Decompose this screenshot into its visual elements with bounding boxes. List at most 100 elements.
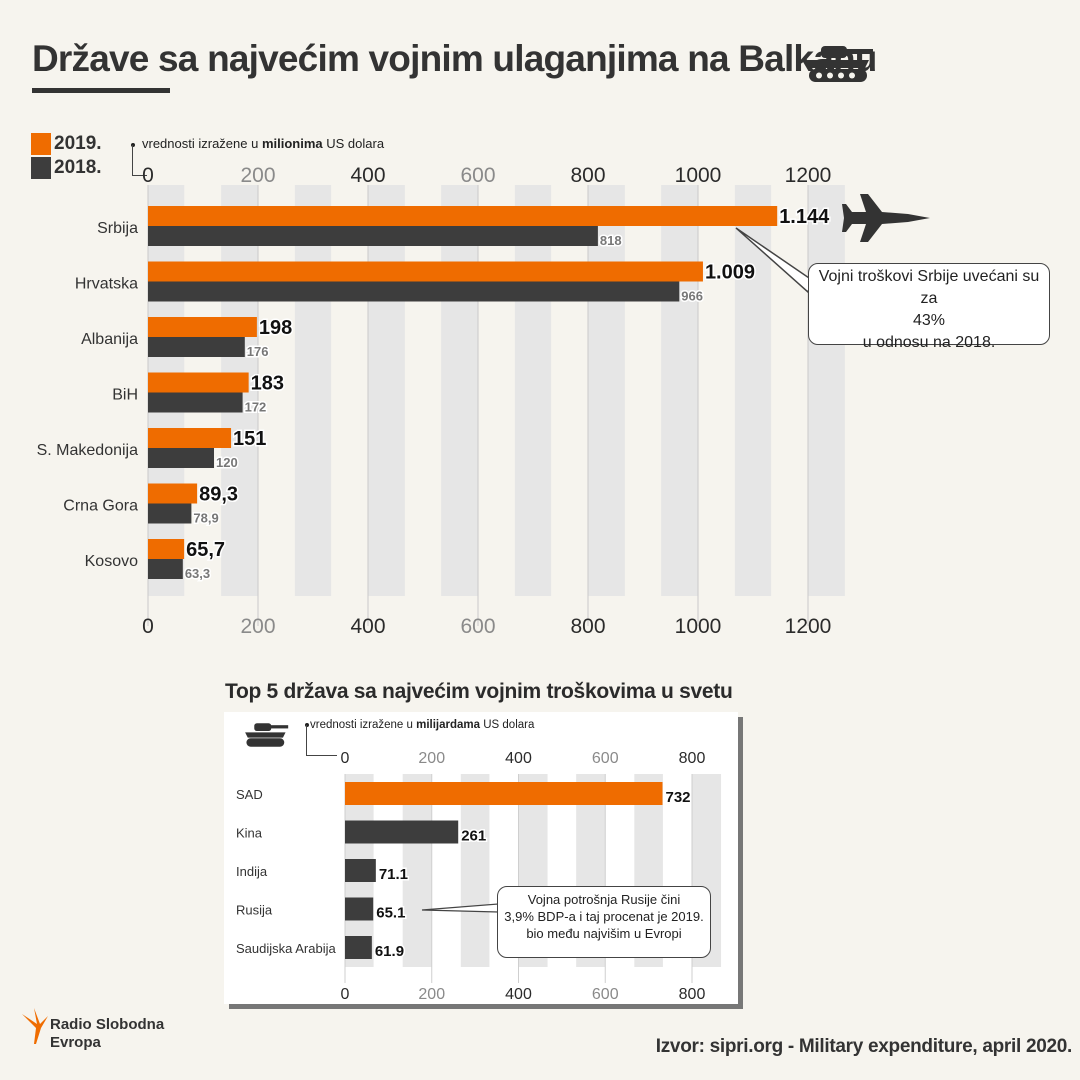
world-units-note: vrednosti izražene u milijardama US dola… [310, 719, 535, 731]
value-label-2018: 176 [247, 344, 269, 359]
bar-2019 [148, 372, 249, 393]
world-chart-panel: 0 0 200 200 400 400 600 600 800 800 SAD 732 Kina 261 I… [224, 712, 738, 1004]
x-tick-label-top: 0 [142, 164, 154, 187]
value-label-2018: 818 [600, 233, 622, 248]
rferl-logo-text: Radio Slobodna Evropa [50, 1016, 165, 1051]
bar [345, 782, 663, 805]
page-title: Države sa najvećim vojnim ulaganjima na … [32, 38, 877, 79]
callout-pointer [421, 903, 499, 913]
value-label: 61.9 [375, 943, 404, 960]
grid-band [460, 774, 490, 967]
legend-label-2018: 2018. [54, 157, 102, 178]
units-pointer-dot [131, 143, 135, 147]
x-tick-label-top: 1200 [785, 164, 832, 187]
category-label: Kosovo [85, 553, 138, 570]
x-tick-label-bottom: 0 [142, 615, 154, 638]
x-tick-label-bottom: 200 [418, 986, 445, 1003]
category-label: Crna Gora [63, 498, 138, 515]
bar [345, 936, 372, 959]
grid-band [734, 185, 772, 596]
grid-band [368, 185, 405, 596]
grid-band [441, 185, 478, 596]
bar-2018 [148, 392, 243, 413]
grid-band [661, 185, 698, 596]
value-label-2019: 65,7 [186, 539, 225, 561]
bar-2019 [148, 261, 703, 282]
x-tick-label-bottom: 400 [505, 986, 532, 1003]
units-pointer-line [306, 725, 337, 756]
fighter-jet-icon [842, 194, 930, 242]
bar-2018 [148, 226, 598, 246]
category-label: Albanija [81, 331, 138, 348]
value-label: 732 [666, 789, 691, 806]
grid-band [514, 185, 552, 596]
grid-band [808, 185, 845, 596]
bar-2018 [148, 337, 245, 357]
x-tick-label-bottom: 600 [460, 615, 495, 638]
world-chart-title: Top 5 država sa najvećim vojnim troškovi… [225, 680, 733, 703]
value-label-2018: 120 [216, 455, 238, 470]
x-tick-label-top: 600 [460, 164, 495, 187]
value-label-2018: 172 [245, 400, 267, 415]
x-tick-label-top: 200 [240, 164, 275, 187]
value-label: 261 [461, 828, 486, 845]
bar [345, 897, 374, 921]
serbia-callout: Vojni troškovi Srbije uvećani su za 43% … [808, 263, 1050, 351]
category-label: Hrvatska [75, 276, 138, 293]
balkan-chart: 0 0 200 200 400 400 600 600 800 800 1000 1000 1200 12… [37, 164, 845, 638]
category-label: SAD [236, 787, 263, 802]
bar-2018 [148, 503, 192, 524]
x-tick-label-bottom: 800 [679, 986, 706, 1003]
bar-2019 [148, 206, 778, 226]
bar-2018 [148, 281, 680, 302]
value-label-2019: 151 [233, 428, 266, 450]
x-tick-label-top: 400 [505, 750, 532, 767]
russia-callout: Vojna potrošnja Rusije čini 3,9% BDP-a i… [497, 886, 711, 958]
value-label-2019: 198 [259, 317, 292, 339]
tank-icon [807, 46, 873, 82]
value-label: 65.1 [376, 905, 405, 922]
x-tick-label-top: 400 [350, 164, 385, 187]
source-note: Izvor: sipri.org - Military expenditure,… [655, 1036, 1073, 1057]
x-tick-label-bottom: 0 [341, 986, 350, 1003]
legend-swatch-2018 [31, 157, 51, 179]
category-label: Kina [236, 826, 263, 841]
x-tick-label-bottom: 200 [240, 615, 275, 638]
grid-band [588, 185, 625, 596]
category-label: Indija [236, 864, 268, 879]
title-underline [32, 88, 170, 93]
balkan-units-note: vrednosti izražene u milionima US dolara [142, 136, 385, 151]
bar-2019 [148, 483, 198, 504]
x-tick-label-top: 600 [592, 750, 619, 767]
bar [345, 859, 376, 882]
bar-2019 [148, 539, 185, 559]
value-label-2018: 63,3 [185, 566, 210, 581]
x-tick-label-top: 200 [418, 750, 445, 767]
legend-label-2019: 2019. [54, 133, 102, 154]
x-tick-label-bottom: 800 [570, 615, 605, 638]
category-label: BiH [112, 387, 138, 404]
x-tick-label-bottom: 400 [350, 615, 385, 638]
rferl-logo-icon [22, 1008, 48, 1044]
category-label: S. Makedonija [37, 442, 138, 459]
bar-2019 [148, 428, 232, 448]
category-label: Rusija [236, 903, 273, 918]
value-label-2019: 89,3 [199, 484, 238, 506]
x-tick-label-bottom: 1200 [785, 615, 832, 638]
x-tick-label-top: 1000 [675, 164, 722, 187]
bar [345, 820, 459, 844]
x-tick-label-top: 0 [341, 750, 350, 767]
grid-band [294, 185, 332, 596]
value-label-2019: 1.009 [705, 262, 755, 284]
value-label-2018: 78,9 [193, 511, 218, 526]
legend-swatch-2019 [31, 133, 51, 155]
world-chart: 0 0 200 200 400 400 600 600 800 800 SAD 732 Kina 261 I… [236, 750, 722, 1003]
value-label-2019: 183 [251, 373, 284, 395]
x-tick-label-bottom: 1000 [675, 615, 722, 638]
x-tick-label-top: 800 [570, 164, 605, 187]
tank-icon [245, 723, 289, 747]
bar-2018 [148, 448, 214, 468]
units-pointer-dot [305, 723, 309, 727]
category-label: Saudijska Arabija [236, 941, 336, 956]
bar-2019 [148, 317, 257, 337]
